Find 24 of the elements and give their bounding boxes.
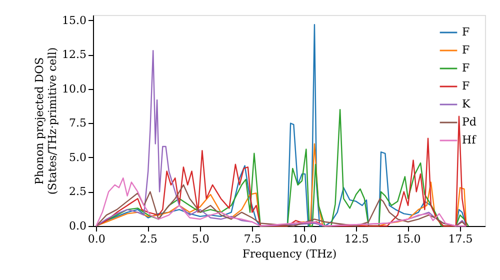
legend-label: F: [462, 26, 470, 38]
x-tick-label: 5.0: [192, 232, 210, 246]
legend-label: F: [462, 80, 470, 92]
legend-label: Hf: [462, 134, 477, 146]
legend-label: F: [462, 44, 470, 56]
legend-label: Pd: [462, 116, 476, 128]
x-tick-label: 2.5: [140, 232, 158, 246]
y-tick-label: 10.0: [62, 82, 86, 96]
y-tick-label: 7.5: [69, 116, 86, 130]
y-tick-label: 15.0: [62, 14, 86, 27]
x-tick-label: 7.5: [244, 232, 262, 246]
x-tick-label: 12.5: [344, 232, 369, 246]
x-tick-label: 0.0: [88, 232, 106, 246]
x-tick-label: 17.5: [448, 232, 473, 246]
y-axis-title: Phonon projected DOS (States/THz·primitive cell): [33, 47, 60, 195]
x-tick-label: 10.0: [292, 232, 317, 246]
legend-label: K: [462, 98, 471, 110]
legend-label: F: [462, 62, 470, 74]
y-tick-label: 0.0: [69, 220, 86, 232]
y-tick-label: 5.0: [69, 150, 86, 164]
x-axis-title: Frequency (THz): [242, 248, 337, 260]
x-tick-label: 15.0: [396, 232, 421, 246]
y-tick-label: 2.5: [69, 185, 86, 198]
y-tick-label: 12.5: [62, 48, 86, 62]
